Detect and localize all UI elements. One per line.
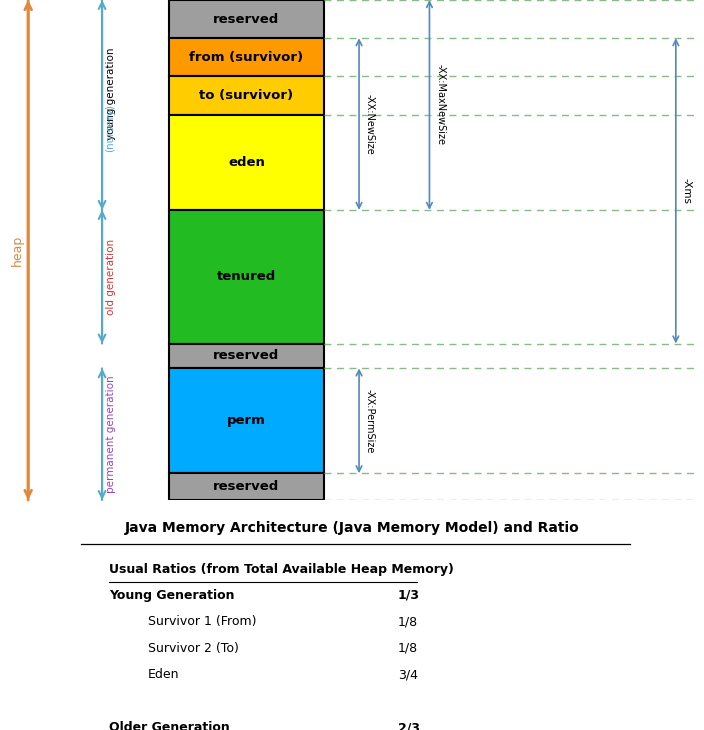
Text: heap: heap [11,234,24,266]
Text: reserved: reserved [213,350,279,363]
Text: Older Generation: Older Generation [109,721,230,730]
Text: to (survivor): to (survivor) [199,89,294,102]
Bar [169,473,324,500]
Bar [169,369,324,473]
Text: Young Generation: Young Generation [109,589,234,602]
Text: tenured: tenured [217,270,276,283]
Text: 1/8: 1/8 [398,642,418,655]
Text: permanent generation: permanent generation [106,375,115,493]
Text: Java Memory Architecture (Java Memory Model) and Ratio: Java Memory Architecture (Java Memory Mo… [125,520,579,534]
Text: (nursery): (nursery) [106,104,115,152]
Text: Eden: Eden [148,668,180,681]
Text: 3/4: 3/4 [398,668,417,681]
Text: -Xms: -Xms [681,178,691,204]
Text: eden: eden [228,155,265,169]
Text: -XX:MaxNewSize: -XX:MaxNewSize [435,64,445,145]
Text: perm: perm [227,415,266,427]
Text: from (survivor): from (survivor) [189,51,303,64]
Text: Survivor 2 (To): Survivor 2 (To) [148,642,239,655]
Text: Survivor 1 (From): Survivor 1 (From) [148,615,256,629]
Text: -XX:NewSize: -XX:NewSize [365,93,375,155]
Text: reserved: reserved [213,12,279,26]
Bar [169,115,324,210]
Text: reserved: reserved [213,480,279,493]
Text: 2/3: 2/3 [398,721,420,730]
Text: -XX:PermSize: -XX:PermSize [365,388,375,453]
Text: 1/8: 1/8 [398,615,418,629]
Text: Usual Ratios (from Total Available Heap Memory): Usual Ratios (from Total Available Heap … [109,563,454,575]
Text: young generation: young generation [106,47,115,139]
Bar [169,344,324,369]
Bar [169,210,324,344]
Bar [169,77,324,115]
Text: 1/3: 1/3 [398,589,420,602]
Bar [169,38,324,77]
Bar [169,0,324,38]
Text: old generation: old generation [106,239,115,315]
